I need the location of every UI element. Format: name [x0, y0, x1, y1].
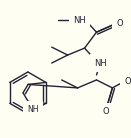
Text: O: O — [124, 77, 131, 86]
Text: NH: NH — [73, 16, 86, 25]
Text: O: O — [124, 76, 131, 85]
Text: NH: NH — [27, 105, 39, 114]
Text: O: O — [116, 19, 123, 28]
Text: O: O — [102, 107, 109, 116]
Text: NH: NH — [94, 59, 107, 67]
